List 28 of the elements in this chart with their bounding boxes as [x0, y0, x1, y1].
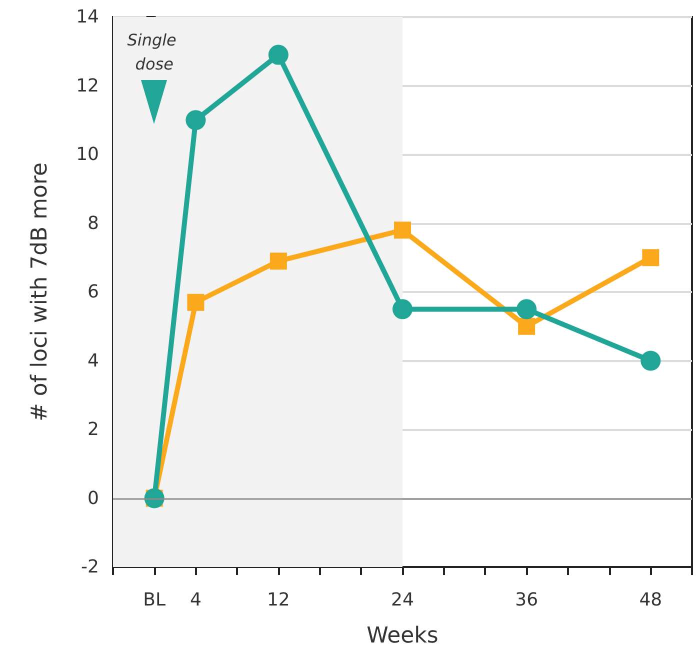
y-tick-label: 14	[76, 6, 99, 28]
annotation: Single dose	[127, 30, 182, 74]
point	[516, 299, 537, 320]
point	[640, 350, 661, 371]
x-tick-label: 36	[515, 590, 538, 610]
x-tick-label: 12	[266, 590, 290, 610]
x-axis-title: Weeks	[366, 624, 438, 648]
x-tick-label: 24	[391, 590, 414, 610]
x-tick-label: BL	[143, 590, 166, 610]
point	[187, 294, 204, 311]
point	[392, 299, 412, 320]
y-tick-label: 6	[88, 282, 99, 302]
point	[642, 249, 660, 266]
point	[270, 252, 287, 270]
point	[394, 222, 411, 239]
y-tick-label: 4	[88, 350, 99, 372]
point	[268, 44, 288, 65]
x-tick-label: 4	[190, 590, 202, 610]
y-tick-label: 0	[88, 488, 99, 509]
y-axis-title: # of loci with 7dB more	[28, 162, 52, 422]
y-tick-label: 2	[88, 419, 99, 440]
point	[518, 318, 536, 335]
y-tick-label: 12	[76, 75, 99, 96]
y-tick-label: 8	[88, 212, 99, 234]
y-tick-label: 10	[76, 144, 99, 165]
x-tick-label: 48	[639, 590, 662, 610]
y-tick-label: -2	[81, 556, 99, 578]
point	[186, 110, 206, 130]
